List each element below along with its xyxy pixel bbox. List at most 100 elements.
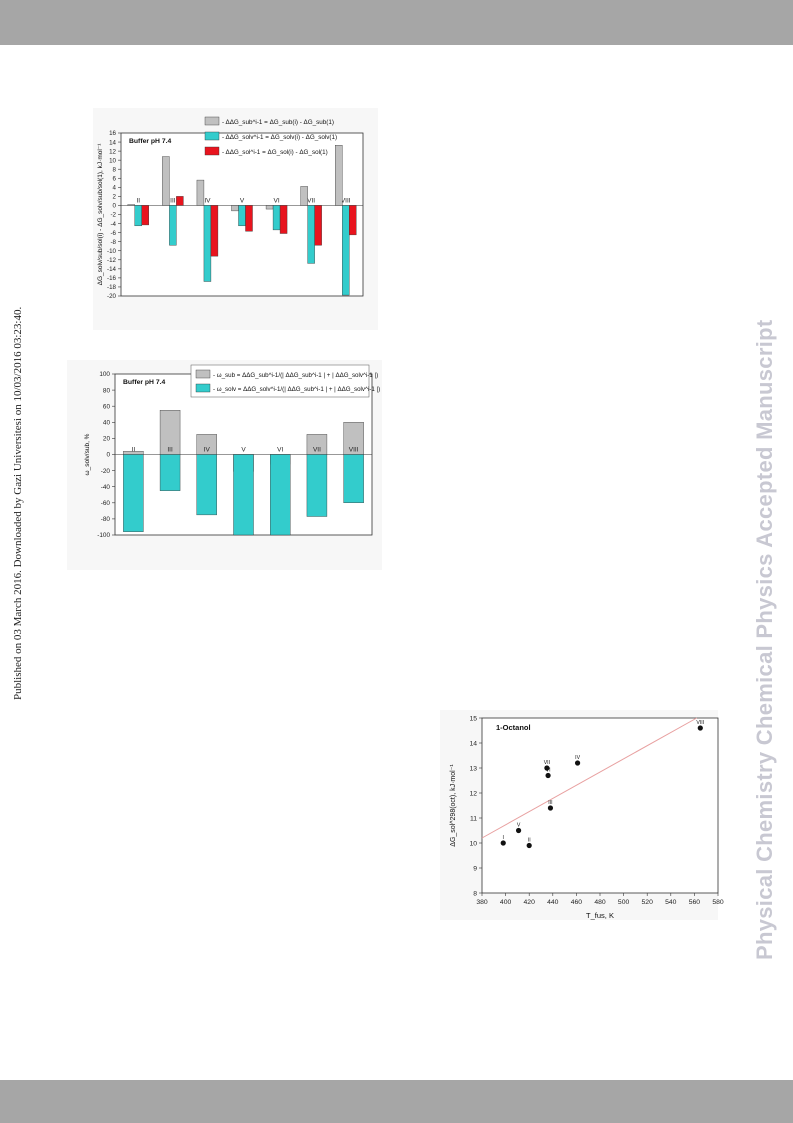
data-point	[697, 725, 703, 731]
y-tick-label: -20	[107, 293, 117, 300]
x-tick-label: 420	[524, 899, 536, 906]
y-tick-label: 10	[469, 840, 477, 847]
y-tick-label: -16	[107, 275, 117, 282]
bar	[169, 205, 177, 246]
bar	[343, 454, 364, 503]
point-label: VII	[544, 760, 550, 766]
header-band	[0, 0, 793, 45]
bar	[141, 205, 149, 226]
legend-swatch	[204, 116, 220, 126]
y-tick-label: 0	[113, 203, 117, 210]
bar	[134, 205, 142, 227]
data-point	[547, 805, 554, 811]
footer-band	[0, 1080, 793, 1123]
y-tick-label: 2	[113, 194, 117, 201]
point-label: III	[548, 800, 552, 806]
legend-entry: - ΔΔG_sub^i-1 = ΔG_sub(i) - ΔG_sub(1)	[222, 119, 334, 126]
y-tick-label: -10	[107, 248, 117, 255]
chart-free-energy-differences: 16 14 12 10 8 6 4 2 0 -2 -4 -6 -8 -10 -12 -14 -16 -18 -20 I…	[93, 108, 378, 330]
legend-swatch	[204, 146, 220, 156]
data-point	[500, 840, 506, 846]
y-tick-label: -4	[110, 221, 116, 228]
y-tick-label: -20	[101, 468, 111, 475]
x-tick-label: 540	[665, 899, 677, 906]
category-label: III	[167, 447, 173, 454]
bar	[159, 454, 181, 491]
y-axis-label: ω_solv/sub, %	[84, 433, 91, 475]
bar	[335, 145, 343, 206]
y-tick-label: -6	[110, 230, 116, 237]
x-tick-label: 380	[476, 899, 488, 906]
bar	[300, 186, 308, 206]
legend-entry: - ΔΔG_solv^i-1 = ΔG_solv(i) - ΔG_solv(1)	[222, 134, 337, 141]
point-label: II	[528, 838, 531, 844]
chart-title: Buffer pH 7.4	[123, 379, 166, 386]
y-tick-label: -60	[101, 500, 111, 507]
chart1-svg: 16 14 12 10 8 6 4 2 0 -2 -4 -6 -8 -10 -12 -14 -16 -18 -20 I…	[97, 116, 364, 300]
point-label: I	[503, 835, 504, 841]
point-label: VIII	[696, 720, 704, 726]
bar	[162, 156, 170, 206]
publication-note: Published on 03 March 2016. Downloaded b…	[12, 306, 24, 700]
bar	[203, 205, 212, 282]
y-tick-label: 12	[469, 790, 477, 797]
plot-frame	[481, 717, 719, 894]
x-tick-label: 580	[712, 899, 724, 906]
y-tick-label: -12	[107, 257, 117, 264]
y-tick-label: 40	[103, 420, 111, 427]
x-tick-label: 560	[689, 899, 701, 906]
chart-title: Buffer pH 7.4	[129, 138, 172, 145]
bar	[176, 196, 184, 206]
bar	[279, 205, 288, 234]
point-label: V	[517, 823, 521, 829]
category-label: IV	[204, 447, 211, 454]
bar	[123, 454, 144, 532]
bar	[306, 454, 328, 517]
point-label: IV	[575, 755, 580, 761]
y-tick-label: 15	[469, 715, 477, 722]
category-label: VI	[277, 447, 283, 454]
y-tick-label: 11	[470, 815, 477, 822]
y-tick-label: 8	[113, 166, 117, 173]
y-tick-label: 16	[109, 130, 116, 137]
category-label: IV	[204, 197, 211, 204]
bar	[196, 454, 217, 516]
bar	[231, 205, 239, 212]
x-tick-label: 440	[547, 899, 559, 906]
chart3-svg: 8 9 10 11 12 13 14 15 380 400 420 440 460 480 500 520 54…	[450, 715, 724, 920]
data-point	[574, 760, 581, 766]
legend-box	[190, 364, 370, 398]
data-point	[545, 772, 551, 779]
y-tick-label: -100	[97, 532, 110, 539]
x-tick-label: 460	[571, 899, 583, 906]
bar	[349, 205, 357, 236]
legend-entry: - ΔΔG_sol^i-1 = ΔG_sol(i) - ΔG_sol(1)	[222, 149, 328, 156]
legend-swatch	[204, 131, 220, 141]
bar	[127, 204, 135, 206]
category-label: VIII	[341, 197, 351, 204]
y-tick-label: 100	[99, 371, 110, 378]
y-tick-label: -8	[110, 239, 116, 246]
category-label: II	[136, 197, 140, 204]
point-label: VI	[546, 768, 551, 774]
category-label: II	[132, 447, 136, 454]
data-point	[526, 842, 532, 849]
y-axis-label: ΔG_solv/sub/sol(i) - ΔG_solv/sub/sol(1),…	[97, 143, 104, 286]
bar	[265, 205, 274, 210]
y-tick-label: -2	[110, 212, 116, 219]
chart-octanol-scatter: 8 9 10 11 12 13 14 15 380 400 420 440 460 480 500 520 54…	[440, 710, 724, 920]
y-tick-label: 14	[469, 740, 477, 747]
y-tick-label: 12	[109, 148, 116, 155]
y-tick-label: 13	[469, 765, 477, 772]
bar	[270, 454, 291, 536]
legend-swatch	[195, 369, 211, 379]
bar	[314, 205, 322, 246]
x-tick-label: 480	[594, 899, 606, 906]
y-tick-label: 8	[473, 890, 477, 897]
bar	[272, 205, 281, 231]
x-tick-label: 520	[642, 899, 654, 906]
x-tick-label: 400	[500, 899, 512, 906]
y-tick-label: -80	[101, 516, 111, 523]
category-label: V	[241, 447, 246, 454]
